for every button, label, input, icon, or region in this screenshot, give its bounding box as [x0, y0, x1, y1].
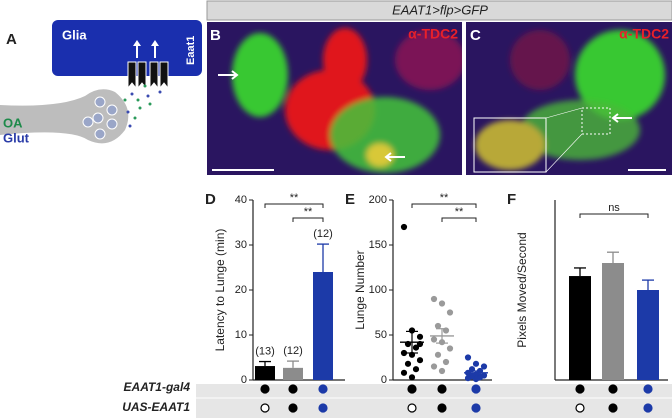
data-point	[434, 351, 442, 358]
genotype-symbol	[575, 403, 585, 413]
data-point	[400, 349, 408, 357]
data-point	[408, 374, 416, 381]
genotype-label: EAAT1-gal4	[124, 380, 191, 394]
genotype-symbol	[407, 403, 417, 413]
eaat1-label: Eaat1	[185, 36, 197, 65]
genotype-symbol	[407, 384, 417, 394]
y-tick-label: 0	[381, 374, 387, 386]
significance-label: ns	[608, 202, 620, 214]
significance-bracket	[579, 213, 649, 218]
y-axis-label: Latency to Lunge (min)	[213, 229, 227, 352]
y-tick-label: 40	[235, 194, 247, 206]
data-point	[438, 300, 446, 307]
y-tick-label: 20	[235, 284, 247, 296]
significance-label: **	[290, 192, 299, 204]
genotype-symbol	[575, 384, 585, 394]
data-point	[416, 333, 424, 340]
count-label: (12)	[283, 345, 303, 357]
data-point	[412, 366, 420, 373]
significance-bracket	[264, 203, 324, 208]
data-point	[472, 360, 480, 367]
data-point	[442, 358, 450, 366]
significance-bracket	[292, 217, 324, 222]
data-point	[434, 322, 442, 330]
genotype-symbol	[471, 403, 481, 413]
y-tick-label: 200	[369, 194, 387, 206]
genotype-symbol	[288, 384, 298, 394]
genotype-symbol	[471, 384, 481, 394]
data-point	[400, 223, 408, 231]
panel-letter: C	[470, 27, 481, 44]
oa-label: OA	[3, 115, 23, 130]
data-point	[480, 363, 488, 370]
data-point	[464, 354, 472, 361]
panel-a: A Glia Eaat1 OA Glut	[0, 20, 202, 145]
y-tick-label: 10	[235, 329, 247, 341]
y-tick-label: 0	[241, 374, 247, 386]
y-tick-label: 50	[375, 329, 387, 341]
stain-label: α-TDC2	[408, 26, 458, 42]
bar	[313, 272, 333, 380]
data-point	[446, 345, 454, 352]
data-point	[464, 375, 472, 382]
significance-bracket	[441, 217, 477, 222]
bar	[569, 276, 591, 380]
transporters	[127, 61, 169, 90]
significance-label: **	[455, 206, 464, 218]
data-point	[430, 336, 438, 343]
panel-letter: F	[507, 191, 516, 208]
genotype-label: UAS-EAAT1	[122, 400, 190, 414]
data-point	[416, 357, 424, 364]
bar	[283, 367, 303, 380]
panel-letter: D	[205, 191, 216, 208]
y-tick-label: 150	[369, 239, 387, 251]
bar	[255, 366, 275, 380]
panel-letter: A	[6, 31, 17, 48]
y-axis-label: Lunge Number	[353, 250, 367, 329]
genotype-symbol	[318, 403, 328, 413]
genotype-band	[196, 384, 672, 418]
y-tick-label: 100	[369, 284, 387, 296]
genotype-symbol	[437, 384, 447, 394]
data-point	[430, 295, 438, 303]
data-point	[472, 376, 480, 383]
stain-label: α-TDC2	[619, 26, 669, 42]
genotype-symbol	[643, 384, 653, 394]
genotype-symbol	[437, 403, 447, 413]
count-label: (12)	[313, 228, 333, 240]
y-axis-label: Pixels Moved/Second	[515, 232, 529, 347]
significance-label: **	[304, 206, 313, 218]
panel-letter: E	[345, 191, 355, 208]
bar	[637, 290, 659, 380]
glut-label: Glut	[3, 130, 30, 145]
image-header	[206, 0, 672, 21]
genotype-symbol	[608, 403, 618, 413]
image-header-label: EAAT1>flp>GFP	[392, 2, 488, 17]
genotype-symbols	[260, 384, 653, 413]
data-point	[400, 369, 408, 376]
data-point	[446, 309, 454, 316]
significance-label: **	[440, 192, 449, 204]
micrographs: EAAT1>flp>GFP B C α-TDC2 α-TDC2	[206, 0, 672, 175]
genotype-symbol	[643, 403, 653, 413]
released-molecules	[123, 84, 162, 128]
panel-letter: B	[210, 27, 221, 44]
glia-label: Glia	[62, 27, 87, 42]
genotype-symbol	[318, 384, 328, 394]
genotype-symbol	[260, 403, 270, 413]
genotype-symbol	[608, 384, 618, 394]
significance-bracket	[411, 203, 477, 208]
vesicles	[82, 96, 118, 140]
data-point	[430, 363, 438, 370]
data-point	[412, 344, 420, 351]
data-point	[404, 360, 412, 367]
genotype-symbol	[260, 384, 270, 394]
bar	[602, 263, 624, 380]
y-tick-label: 30	[235, 239, 247, 251]
count-label: (13)	[255, 345, 275, 357]
data-point	[438, 367, 446, 375]
genotype-symbol	[288, 403, 298, 413]
